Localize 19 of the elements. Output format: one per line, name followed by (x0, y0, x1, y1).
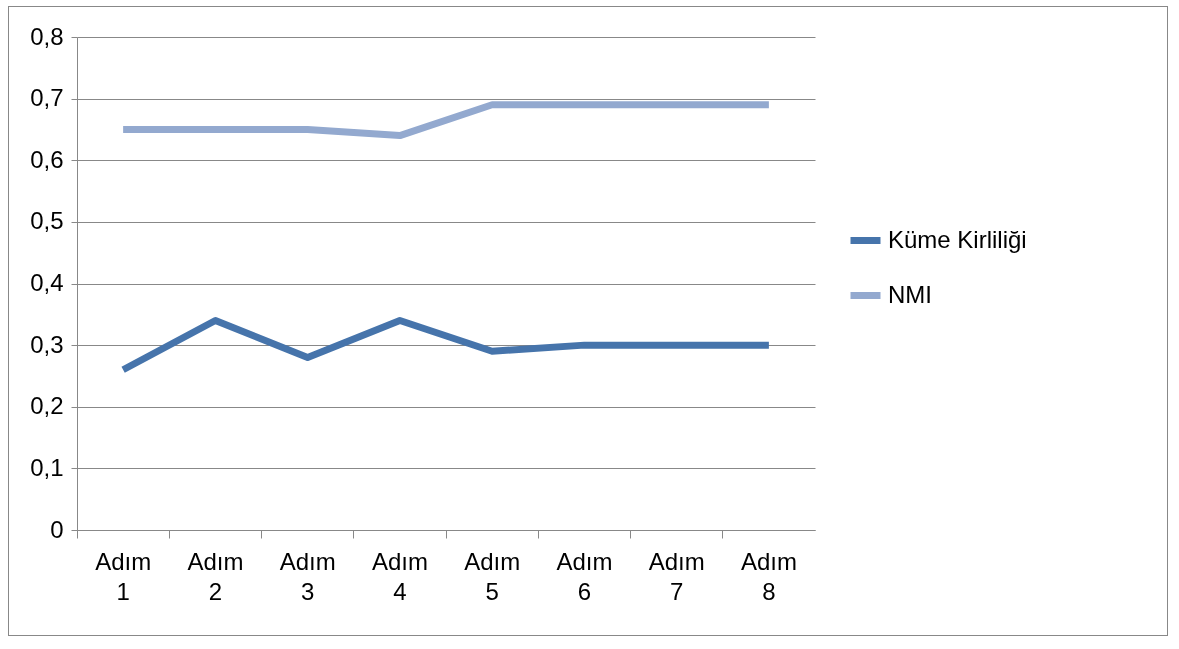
x-tick-label: Adım 8 (740, 547, 797, 605)
y-tick-label: 0 (50, 515, 64, 543)
x-tick-label: Adım 7 (648, 547, 705, 605)
y-tick-label: 0,6 (30, 145, 64, 173)
y-tick-label: 0,3 (30, 330, 64, 358)
y-tick-label: 0,2 (30, 392, 64, 420)
y-tick-label: 0,5 (30, 207, 64, 235)
legend-label: Küme Kirliliği (888, 225, 1027, 253)
x-tick-label: Adım 1 (95, 547, 152, 605)
y-tick-label: 0,4 (30, 269, 64, 296)
y-tick-label: 0,1 (30, 453, 64, 481)
legend-label: NMI (888, 280, 932, 308)
y-tick-label: 0,8 (30, 22, 64, 50)
x-tick-label: Adım 6 (556, 547, 613, 605)
x-tick-label: Adım 5 (464, 547, 521, 605)
y-tick-label: 0,7 (30, 84, 64, 112)
x-tick-label: Adım 2 (187, 547, 244, 605)
x-tick-label: Adım 4 (371, 547, 428, 605)
x-tick-label: Adım 3 (279, 547, 336, 605)
